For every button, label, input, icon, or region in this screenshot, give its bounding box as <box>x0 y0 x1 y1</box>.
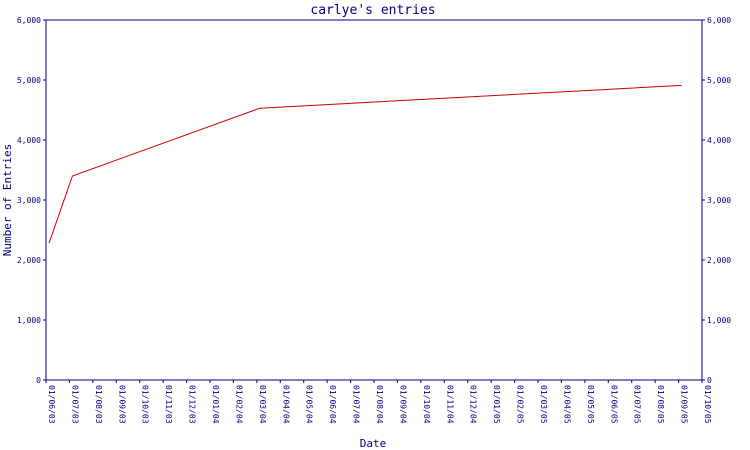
y-tick-label: 4,000 <box>17 136 41 145</box>
x-tick-label: 01/07/05 <box>633 385 642 424</box>
x-tick-label: 01/06/04 <box>328 385 337 424</box>
y-axis-label: Number of Entries <box>1 144 14 257</box>
series-line <box>48 84 682 244</box>
y-tick-label-right: 5,000 <box>707 76 731 85</box>
x-tick-label: 01/01/05 <box>492 385 501 424</box>
x-tick-label: 01/12/04 <box>469 385 478 424</box>
x-tick-label: 01/02/05 <box>516 385 525 424</box>
y-tick-label: 6,000 <box>17 16 41 25</box>
x-axis: 01/06/03 01/07/03 01/08/03 01/09/03 01/10/03… <box>45 380 712 424</box>
x-tick-label: 01/11/03 <box>164 385 173 424</box>
chart-title: carlye's entries <box>310 3 435 18</box>
x-tick-label: 01/05/04 <box>305 385 314 424</box>
y-tick-label-right: 6,000 <box>707 16 731 25</box>
x-tick-label: 01/08/04 <box>375 385 384 424</box>
x-tick-label: 01/11/04 <box>445 385 454 424</box>
x-tick-label: 01/09/05 <box>680 385 689 424</box>
y-tick-label-right: 3,000 <box>707 196 731 205</box>
x-tick-label: 01/03/05 <box>539 385 548 424</box>
x-tick-label: 01/02/04 <box>234 385 243 424</box>
y-tick-label-right: 2,000 <box>707 256 731 265</box>
x-tick-label: 01/05/05 <box>586 385 595 424</box>
x-tick-label: 01/06/03 <box>47 385 56 424</box>
x-tick-label: 01/10/05 <box>703 385 712 424</box>
y-tick-label-right: 4,000 <box>707 136 731 145</box>
y-tick-label-right: 0 <box>707 376 712 385</box>
y-tick-label: 1,000 <box>17 316 41 325</box>
x-tick-label: 01/09/04 <box>398 385 407 424</box>
y-tick-label-right: 1,000 <box>707 316 731 325</box>
x-tick-label: 01/06/05 <box>609 385 618 424</box>
x-tick-label: 01/12/03 <box>188 385 197 424</box>
x-tick-label: 01/07/03 <box>70 385 79 424</box>
x-tick-label: 01/01/04 <box>211 385 220 424</box>
x-tick-label: 01/07/04 <box>352 385 361 424</box>
x-tick-label: 01/09/03 <box>117 385 126 424</box>
x-tick-label: 01/10/04 <box>422 385 431 424</box>
y-tick-label: 0 <box>36 376 41 385</box>
axes <box>45 19 703 381</box>
x-tick-label: 01/04/04 <box>281 385 290 424</box>
y-tick-label: 5,000 <box>17 76 41 85</box>
y-tick-label: 2,000 <box>17 256 41 265</box>
x-tick-label: 01/10/03 <box>141 385 150 424</box>
y-axis-right: 0 1,000 2,000 3,000 4,000 5,000 6,000 <box>702 16 731 385</box>
x-axis-label: Date <box>360 437 387 450</box>
y-axis-left: 0 1,000 2,000 3,000 4,000 5,000 6,000 <box>17 16 46 385</box>
x-tick-label: 01/08/03 <box>94 385 103 424</box>
x-tick-label: 01/08/05 <box>656 385 665 424</box>
x-tick-label: 01/03/04 <box>258 385 267 424</box>
y-tick-label: 3,000 <box>17 196 41 205</box>
series-layer <box>48 84 682 244</box>
x-tick-label: 01/04/05 <box>562 385 571 424</box>
